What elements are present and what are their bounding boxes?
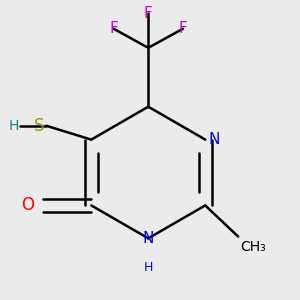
Text: H: H bbox=[8, 119, 19, 133]
Text: N: N bbox=[142, 231, 154, 246]
Text: F: F bbox=[178, 21, 187, 36]
Text: O: O bbox=[21, 196, 34, 214]
Text: S: S bbox=[34, 117, 44, 135]
Text: F: F bbox=[109, 21, 118, 36]
Text: N: N bbox=[209, 132, 220, 147]
Text: CH₃: CH₃ bbox=[240, 240, 266, 254]
Text: F: F bbox=[144, 6, 153, 21]
Text: H: H bbox=[144, 261, 153, 274]
